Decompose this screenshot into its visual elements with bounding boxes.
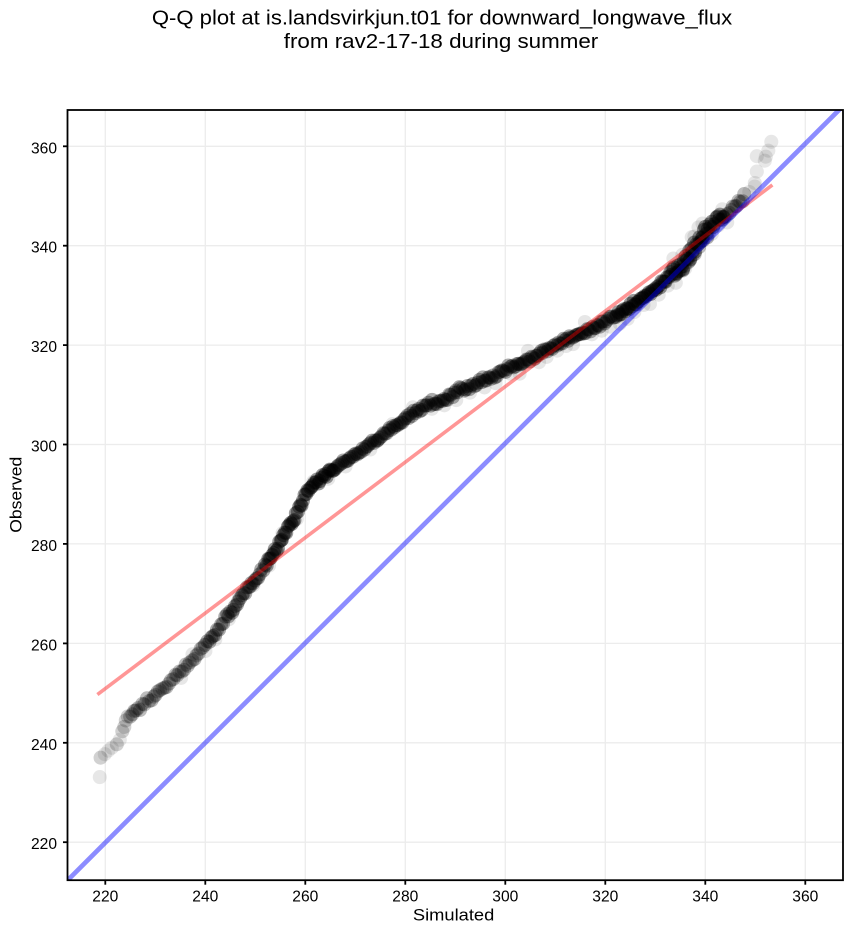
svg-text:320: 320	[592, 889, 618, 906]
svg-text:260: 260	[292, 889, 318, 906]
svg-text:360: 360	[792, 889, 818, 906]
svg-text:240: 240	[31, 737, 57, 754]
svg-text:320: 320	[31, 339, 57, 356]
svg-text:260: 260	[31, 637, 57, 654]
svg-text:340: 340	[692, 889, 718, 906]
svg-text:240: 240	[192, 889, 218, 906]
svg-text:Simulated: Simulated	[413, 906, 494, 925]
svg-text:220: 220	[92, 889, 118, 906]
svg-text:220: 220	[31, 836, 57, 853]
svg-text:340: 340	[31, 240, 57, 257]
svg-text:360: 360	[31, 140, 57, 157]
svg-text:300: 300	[492, 889, 518, 906]
svg-text:Observed: Observed	[7, 457, 26, 533]
svg-text:300: 300	[31, 439, 57, 456]
svg-text:Q-Q plot at is.landsvirkjun.t0: Q-Q plot at is.landsvirkjun.t01 for down…	[152, 7, 733, 30]
svg-text:from rav2-17-18 during summer: from rav2-17-18 during summer	[284, 30, 599, 53]
svg-text:280: 280	[31, 538, 57, 555]
svg-text:280: 280	[392, 889, 418, 906]
